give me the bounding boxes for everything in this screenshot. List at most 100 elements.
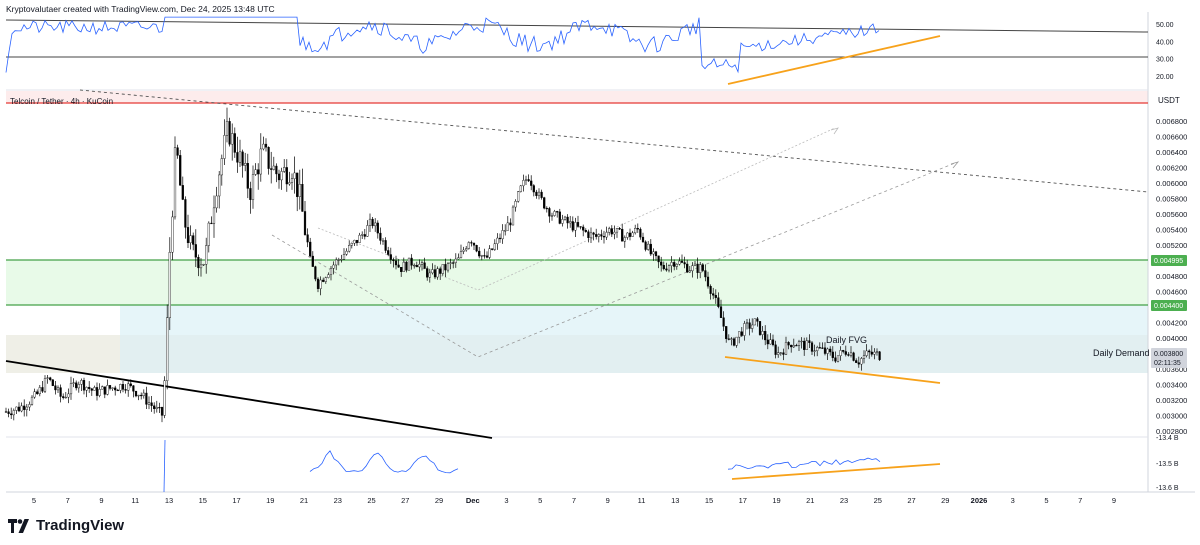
candle-body — [766, 339, 769, 345]
demand-core-zone — [6, 335, 1148, 373]
candle-body — [142, 392, 145, 396]
candle-body — [514, 201, 517, 208]
oscillator-axis: 50.00 40.00 30.00 20.00 — [1156, 22, 1174, 81]
time-tick-label: 21 — [806, 496, 814, 505]
candle-body — [855, 360, 858, 363]
candle-body — [639, 228, 642, 238]
candle-body — [10, 413, 13, 416]
candle-body — [150, 402, 153, 406]
candle-body — [540, 191, 543, 198]
candle-body — [810, 342, 814, 352]
tradingview-logo[interactable]: TradingView — [8, 517, 124, 534]
candle-body — [98, 389, 101, 396]
candle-body — [735, 336, 738, 346]
candle-body — [756, 318, 759, 322]
volume-trendline — [731, 463, 941, 480]
candle-body — [283, 167, 286, 172]
candle-body — [613, 231, 616, 235]
candle-body — [199, 264, 203, 269]
candle-body — [844, 351, 847, 355]
candle-body — [709, 286, 712, 294]
candle-body — [366, 225, 369, 237]
candle-body — [797, 341, 801, 346]
candle-body — [106, 385, 109, 395]
candle-body — [101, 386, 104, 390]
candle-body — [215, 195, 218, 209]
candle-body — [220, 158, 223, 176]
time-axis[interactable]: 5 7 9 11 13 15 17 19 21 23 25 27 29 Dec 3 5 7 9 11 13 15 17 19… — [32, 496, 1116, 505]
candle-body — [280, 171, 283, 181]
candle-body — [719, 306, 723, 318]
candle-body — [725, 326, 728, 339]
candle-body — [816, 347, 819, 351]
chart-header: Kryptovalutaer created with TradingView.… — [6, 4, 275, 14]
candle-body — [550, 215, 554, 217]
candle-body — [444, 264, 447, 271]
candle-body — [706, 276, 710, 287]
projection-arrow-lower — [950, 161, 960, 169]
candle-body — [652, 251, 655, 255]
candle-body — [56, 387, 60, 391]
candle-body — [496, 237, 499, 244]
candle-body — [758, 321, 762, 335]
time-tick-label: 17 — [739, 496, 747, 505]
candle-body — [114, 387, 117, 391]
candle-body — [348, 245, 351, 252]
candle-body — [186, 227, 190, 244]
candle-body — [764, 331, 767, 341]
candle-body — [504, 230, 507, 232]
candle-body — [517, 191, 520, 202]
candle-body — [712, 293, 715, 296]
candle-body — [363, 234, 366, 237]
candle-body — [350, 242, 353, 246]
projection-path-upper — [317, 127, 836, 291]
candle-body — [501, 230, 504, 240]
time-tick-label: 5 — [1044, 496, 1048, 505]
candle-body — [634, 227, 637, 234]
oscillator-tick-label: 30.00 — [1156, 57, 1174, 64]
time-tick-label: 11 — [131, 496, 139, 505]
candle-body — [179, 155, 182, 186]
price-tick-label: 0.005200 — [1156, 241, 1187, 250]
tradingview-logo-icon — [8, 518, 29, 533]
candle-body — [314, 266, 317, 280]
candle-body — [345, 250, 348, 255]
candle-body — [270, 168, 273, 170]
candle-body — [641, 236, 645, 243]
candle-body — [298, 184, 301, 197]
candle-body — [465, 248, 468, 251]
candle-body — [316, 278, 320, 289]
price-tick-label: 0.006800 — [1156, 117, 1187, 126]
candle-body — [509, 222, 512, 226]
candle-body — [387, 250, 390, 255]
candle-body — [860, 358, 863, 365]
volume-axis: -13.4 B -13.5 B -13.6 B — [1156, 435, 1179, 492]
candle-body — [254, 169, 257, 175]
candle-body — [696, 263, 699, 273]
candle-body — [584, 230, 587, 232]
candle-body — [857, 362, 860, 365]
candle-body — [740, 331, 743, 336]
candle-body — [23, 405, 26, 410]
candle-body — [649, 243, 652, 255]
candle-body — [795, 345, 798, 347]
volume-tick-label: -13.4 B — [1156, 435, 1179, 442]
price-tick-label: 0.003200 — [1156, 396, 1187, 405]
candle-body — [839, 350, 842, 356]
candle-body — [618, 228, 621, 230]
price-tick-label: 0.003400 — [1156, 381, 1187, 390]
candle-body — [428, 272, 431, 278]
candle-body — [875, 351, 879, 353]
candle-body — [868, 350, 871, 353]
candle-body — [597, 234, 600, 237]
candle-body — [579, 226, 582, 228]
time-tick-label: 9 — [1112, 496, 1116, 505]
price-tick-label: 0.004000 — [1156, 334, 1187, 343]
candle-body — [353, 239, 356, 244]
candle-body — [309, 241, 312, 257]
candle-body — [90, 388, 93, 391]
candle-body — [446, 263, 450, 271]
candle-body — [223, 135, 226, 159]
price-axis[interactable]: 0.006800 0.006600 0.006400 0.006200 0.006000… — [1156, 117, 1187, 436]
